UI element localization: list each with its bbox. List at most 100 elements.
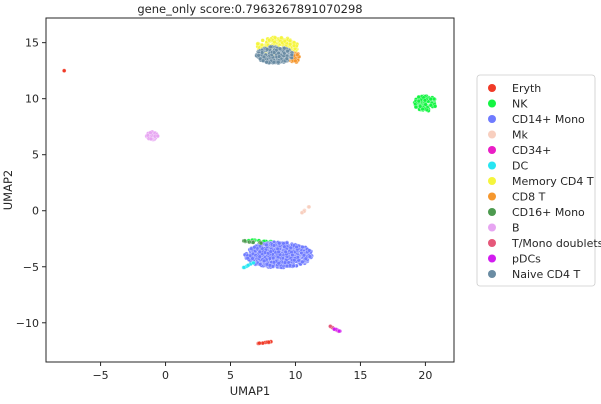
point-naive-cd4-t bbox=[261, 58, 266, 63]
legend-marker-memory-cd4-t bbox=[488, 177, 496, 185]
y-axis-ticks: −10 −5 0 5 10 15 bbox=[16, 37, 46, 330]
point-eryth bbox=[266, 340, 271, 345]
legend-label-memory-cd4-t: Memory CD4 T bbox=[512, 175, 594, 188]
point-cd14-mono bbox=[248, 253, 253, 258]
legend-label-nk: NK bbox=[512, 98, 528, 111]
point-t-mono-doublets bbox=[328, 324, 333, 329]
x-axis-ticks: −5 0 5 10 15 20 bbox=[92, 362, 432, 382]
legend-marker-dc bbox=[488, 161, 496, 170]
point-naive-cd4-t bbox=[277, 46, 283, 51]
point-naive-cd4-t bbox=[264, 60, 269, 65]
point-cd14-mono bbox=[282, 260, 288, 265]
legend-marker-cd8-t bbox=[488, 192, 496, 201]
point-cd14-mono bbox=[245, 256, 250, 261]
point-cd14-mono bbox=[307, 248, 312, 253]
point-naive-cd4-t bbox=[260, 50, 265, 55]
legend-marker-b bbox=[488, 223, 496, 232]
legend-marker-cd16-mono bbox=[488, 208, 496, 216]
point-memory-cd4-t bbox=[267, 38, 272, 43]
legend-label-t-mono-doublets: T/Mono doublets bbox=[511, 237, 601, 250]
point-eryth bbox=[257, 341, 262, 346]
legend-marker-cd14-mono bbox=[488, 115, 496, 123]
plot-frame bbox=[45, 17, 455, 363]
point-cd14-mono bbox=[250, 256, 255, 261]
point-cd14-mono bbox=[271, 243, 277, 248]
legend-marker-pdcs bbox=[488, 254, 496, 263]
point-naive-cd4-t bbox=[285, 49, 290, 54]
point-cd14-mono bbox=[283, 249, 288, 254]
y-tick-label: −5 bbox=[23, 261, 39, 274]
point-b bbox=[148, 130, 153, 135]
y-tick-label: 5 bbox=[32, 149, 39, 162]
point-cd14-mono bbox=[282, 244, 287, 249]
y-tick-label: −10 bbox=[16, 317, 39, 330]
point-b bbox=[155, 133, 160, 139]
point-mk bbox=[306, 204, 312, 209]
point-cd14-mono bbox=[271, 260, 277, 265]
y-tick-label: 0 bbox=[32, 205, 39, 218]
point-cd14-mono bbox=[303, 256, 308, 261]
legend-label-eryth: Eryth bbox=[512, 82, 541, 95]
point-naive-cd4-t bbox=[272, 50, 277, 55]
point-cd16-mono bbox=[251, 240, 256, 245]
point-memory-cd4-t bbox=[255, 41, 260, 46]
point-nk bbox=[416, 99, 421, 104]
x-tick-label: −5 bbox=[92, 369, 108, 382]
y-tick-label: 10 bbox=[25, 93, 39, 106]
legend-label-cd16-mono: CD16+ Mono bbox=[512, 206, 585, 219]
point-nk bbox=[416, 94, 421, 100]
x-tick-label: 10 bbox=[288, 369, 302, 382]
point-cd14-mono bbox=[291, 263, 296, 268]
point-nk bbox=[420, 106, 425, 112]
point-cd14-mono bbox=[276, 249, 281, 254]
point-nk bbox=[423, 102, 428, 107]
point-memory-cd4-t bbox=[260, 38, 265, 43]
point-memory-cd4-t bbox=[282, 39, 287, 44]
point-dc bbox=[246, 263, 251, 268]
point-dc bbox=[251, 260, 256, 265]
point-cd14-mono bbox=[290, 252, 295, 258]
legend-label-cd34: CD34+ bbox=[512, 144, 551, 157]
point-nk bbox=[422, 98, 427, 103]
point-cd14-mono bbox=[252, 245, 257, 250]
x-tick-label: 20 bbox=[418, 369, 432, 382]
y-tick-label: 15 bbox=[25, 37, 39, 50]
point-cd16-mono bbox=[242, 238, 247, 243]
point-mk bbox=[299, 210, 305, 215]
point-cd14-mono bbox=[300, 245, 305, 250]
point-naive-cd4-t bbox=[289, 52, 294, 57]
point-nk bbox=[428, 97, 433, 102]
point-cd14-mono bbox=[300, 259, 305, 264]
point-nk bbox=[433, 104, 438, 109]
legend-label-mk: Mk bbox=[512, 129, 528, 142]
point-cd14-mono bbox=[277, 241, 282, 246]
x-axis-label: UMAP1 bbox=[230, 384, 270, 398]
point-memory-cd4-t bbox=[288, 42, 293, 47]
legend-marker-cd34 bbox=[488, 146, 496, 154]
point-nk bbox=[418, 104, 423, 109]
point-pdcs bbox=[332, 327, 337, 332]
point-nk bbox=[413, 104, 418, 110]
point-cd14-mono bbox=[307, 254, 312, 259]
point-cd16-mono bbox=[258, 241, 264, 246]
point-cd8-t bbox=[295, 52, 300, 57]
point-naive-cd4-t bbox=[265, 47, 270, 52]
point-cd14-mono bbox=[262, 258, 267, 263]
point-naive-cd4-t bbox=[258, 56, 263, 61]
point-naive-cd4-t bbox=[268, 44, 273, 49]
point-cd14-mono bbox=[264, 242, 269, 247]
point-cd14-mono bbox=[292, 258, 297, 263]
point-cd14-mono bbox=[267, 263, 272, 268]
point-memory-cd4-t bbox=[287, 38, 292, 43]
point-cd14-mono bbox=[257, 254, 262, 259]
legend-label-pdcs: pDCs bbox=[512, 253, 541, 266]
legend-label-naive-cd4-t: Naive CD4 T bbox=[512, 268, 580, 281]
point-naive-cd4-t bbox=[271, 60, 276, 65]
legend: Eryth NK CD14+ Mono Mk CD34+ DC Memory CD4 T CD… bbox=[476, 74, 601, 287]
point-naive-cd4-t bbox=[256, 53, 261, 58]
chart-title: gene_only score:0.7963267891070298 bbox=[137, 2, 362, 16]
point-cd14-mono bbox=[294, 244, 299, 250]
point-naive-cd4-t bbox=[276, 60, 281, 65]
point-nk bbox=[428, 103, 433, 108]
